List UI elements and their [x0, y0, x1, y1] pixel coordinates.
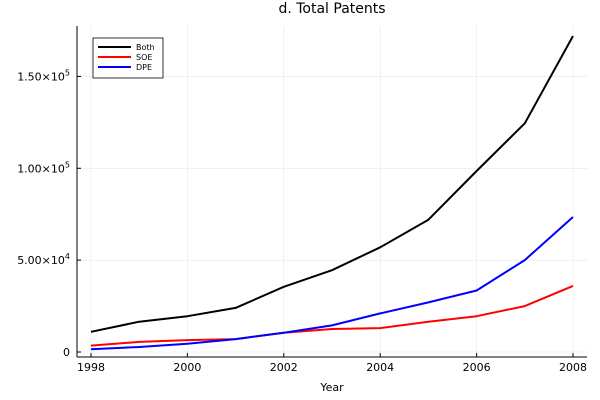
x-tick-label: 2004	[366, 361, 394, 374]
y-tick-label: 5.00×104	[17, 252, 70, 267]
series-lines	[90, 35, 574, 351]
grid	[77, 26, 587, 357]
legend-label: DPE	[136, 63, 152, 72]
axes	[76, 26, 587, 358]
legend-label: Both	[136, 43, 155, 52]
x-axis-label: Year	[319, 381, 344, 394]
y-tick-label: 1.50×105	[17, 68, 70, 83]
legend-label: SOE	[136, 53, 152, 62]
x-tick-label: 2008	[559, 361, 587, 374]
chart-title: d. Total Patents	[278, 1, 385, 17]
series-line-dpe	[90, 216, 574, 351]
x-tick-label: 2000	[173, 361, 201, 374]
series-line-both	[90, 35, 574, 333]
series-line-soe	[90, 284, 574, 347]
x-tick-label: 2006	[463, 361, 491, 374]
y-tick-label: 0	[63, 346, 70, 359]
x-tick-label: 1998	[77, 361, 105, 374]
y-tick-label: 1.00×105	[17, 160, 70, 175]
tick-labels: 1998 2000 2002 2004 2006 2008 0 5.00×104 1.00×10…	[17, 68, 587, 374]
x-tick-label: 2002	[270, 361, 298, 374]
